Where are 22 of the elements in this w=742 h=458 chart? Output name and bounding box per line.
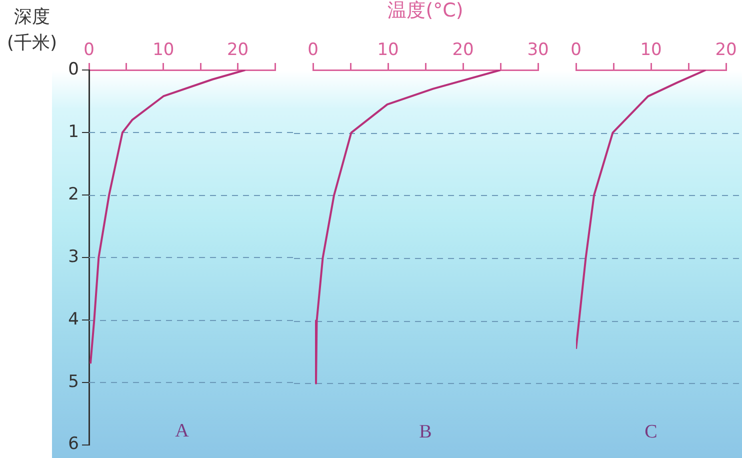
y-tick-label: 5	[68, 372, 79, 392]
annotation: A	[175, 420, 190, 442]
x-tick-label: 0	[84, 40, 94, 60]
annotation: B	[419, 421, 432, 442]
x-tick-label: 20	[452, 40, 474, 60]
x-tick-label: 0	[570, 40, 582, 60]
y-tick-label: 0	[68, 59, 79, 80]
y-tick-label: 6	[68, 434, 79, 454]
x-tick-label: 10	[640, 40, 662, 60]
x-tick-label: 0	[308, 40, 318, 60]
annotation: C	[644, 421, 658, 442]
y-tick-label: 1	[68, 122, 79, 142]
x-tick-label: 20	[226, 40, 249, 60]
y-tick-label: 3	[68, 246, 79, 267]
y-tick-label: 4	[68, 309, 79, 330]
x-tick-label: 20	[715, 40, 737, 60]
y-axis-title: 深度 (千米)	[6, 6, 58, 54]
x-axis-title: 温度(°C)	[388, 0, 464, 22]
y-tick-label: 2	[68, 184, 79, 204]
x-tick-label: 10	[152, 40, 174, 60]
x-tick-label: 30	[527, 40, 549, 60]
x-tick-label: 10	[377, 40, 399, 60]
